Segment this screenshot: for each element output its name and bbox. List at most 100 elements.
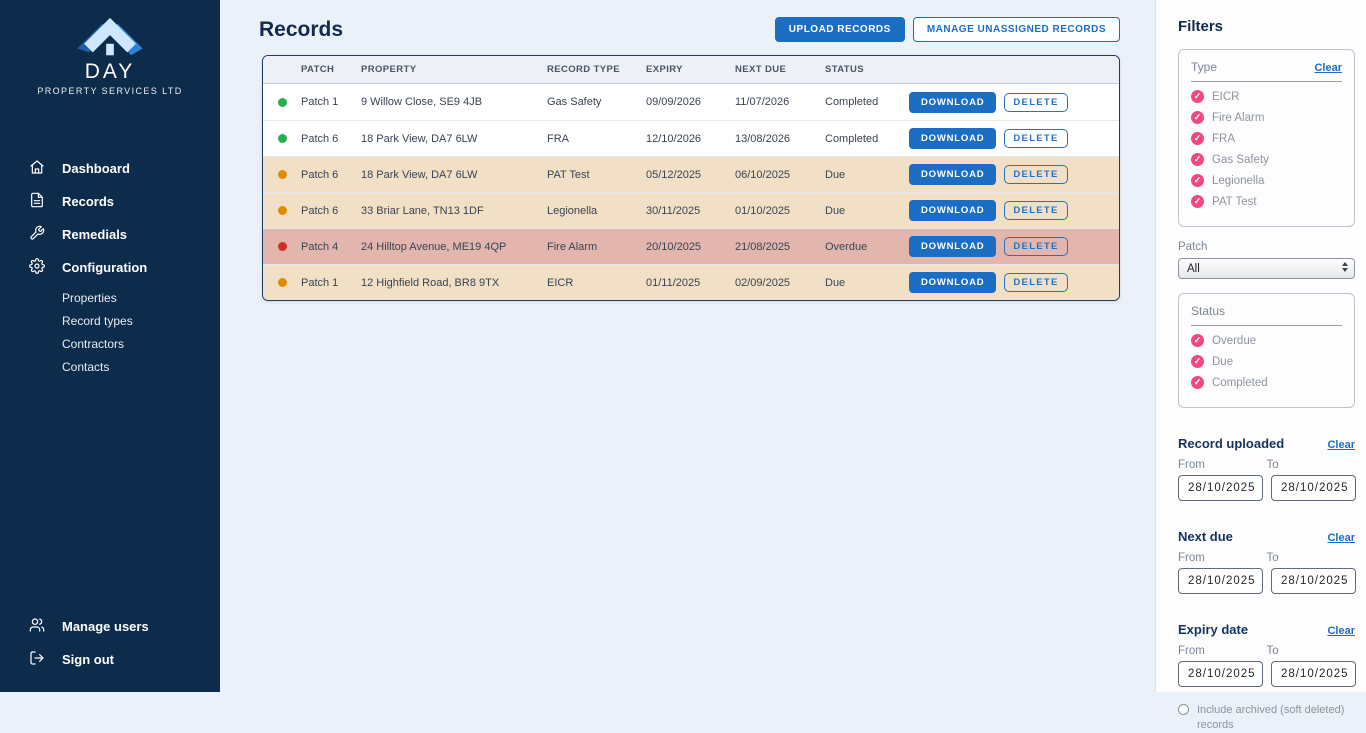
type-option-pat-test[interactable]: PAT Test xyxy=(1191,195,1342,208)
delete-button[interactable]: DELETE xyxy=(1004,201,1068,220)
checkbox-label: PAT Test xyxy=(1212,195,1257,208)
type-option-gas-safety[interactable]: Gas Safety xyxy=(1191,153,1342,166)
type-option-fra[interactable]: FRA xyxy=(1191,132,1342,145)
sidebar-item-manage-users[interactable]: Manage users xyxy=(0,610,220,643)
sidebar-item-records[interactable]: Records xyxy=(0,185,220,218)
delete-button[interactable]: DELETE xyxy=(1004,165,1068,184)
status-option-due[interactable]: Due xyxy=(1191,355,1342,368)
house-logo-icon xyxy=(0,14,220,62)
sidebar-nav: Dashboard Records gear-icon Remedials Co… xyxy=(0,152,220,378)
download-button[interactable]: DOWNLOAD xyxy=(909,128,997,149)
expiry-date-from-input[interactable] xyxy=(1178,661,1263,687)
checkbox-icon[interactable] xyxy=(1191,355,1204,368)
download-button[interactable]: DOWNLOAD xyxy=(909,272,997,293)
cell-actions: DOWNLOAD DELETE xyxy=(904,200,1119,221)
sidebar-item-dashboard[interactable]: Dashboard xyxy=(0,152,220,185)
checkbox-icon[interactable] xyxy=(1191,153,1204,166)
next-due-fromto-labels: From To xyxy=(1178,552,1355,564)
expiry-date-filter-header: Expiry date Clear xyxy=(1178,622,1355,637)
download-button[interactable]: DOWNLOAD xyxy=(909,236,997,257)
checkbox-label: Overdue xyxy=(1212,334,1257,347)
expiry-date-fromto-labels: From To xyxy=(1178,645,1355,657)
cell-next-due: 21/08/2025 xyxy=(735,240,791,253)
to-label: To xyxy=(1266,459,1279,471)
left-sidebar: DAY PROPERTY SERVICES LTD Dashboard Reco… xyxy=(0,0,220,692)
checkbox-icon[interactable] xyxy=(1191,195,1204,208)
checkbox-label: Due xyxy=(1212,355,1234,368)
sidebar-item-contractors[interactable]: Contractors xyxy=(62,332,220,355)
cell-record-type: FRA xyxy=(547,132,569,145)
subnav-label: Record types xyxy=(62,313,133,328)
type-option-legionella[interactable]: Legionella xyxy=(1191,174,1342,187)
cell-status: Due xyxy=(825,204,846,217)
sidebar-item-configuration[interactable]: Configuration xyxy=(0,251,220,284)
patch-filter: Patch All xyxy=(1178,241,1355,279)
status-dot xyxy=(277,206,287,215)
sidebar-item-record-types[interactable]: Record types xyxy=(62,309,220,332)
download-button[interactable]: DOWNLOAD xyxy=(909,200,997,221)
record-uploaded-date-inputs xyxy=(1178,475,1356,501)
column-header-expiry: EXPIRY xyxy=(646,64,683,75)
type-option-fire-alarm[interactable]: Fire Alarm xyxy=(1191,111,1342,124)
company-logo: DAY PROPERTY SERVICES LTD xyxy=(0,0,220,96)
brand-name: DAY xyxy=(84,60,136,83)
cell-expiry: 12/10/2026 xyxy=(646,132,702,145)
download-button[interactable]: DOWNLOAD xyxy=(909,91,997,113)
sidebar-item-sign-out[interactable]: Sign out xyxy=(0,643,220,676)
status-option-overdue[interactable]: Overdue xyxy=(1191,334,1342,347)
next-due-clear-link[interactable]: Clear xyxy=(1327,532,1355,544)
cell-status: Due xyxy=(825,168,846,181)
checkbox-icon[interactable] xyxy=(1191,111,1204,124)
delete-button[interactable]: DELETE xyxy=(1004,92,1068,112)
cell-actions: DOWNLOAD DELETE xyxy=(904,164,1119,185)
next-due-date-inputs xyxy=(1178,568,1356,594)
checkbox-icon[interactable] xyxy=(1178,704,1189,715)
home-icon xyxy=(29,159,45,178)
type-clear-link[interactable]: Clear xyxy=(1314,62,1342,74)
record-uploaded-from-input[interactable] xyxy=(1178,475,1263,501)
table-row: Patch 6 33 Briar Lane, TN13 1DF Legionel… xyxy=(263,192,1119,228)
expiry-date-to-input[interactable] xyxy=(1271,661,1356,687)
include-archived-checkbox-row[interactable]: Include archived (soft deleted) records xyxy=(1178,703,1355,733)
checkbox-label: EICR xyxy=(1212,90,1240,103)
select-spinner-icon xyxy=(1342,262,1348,272)
status-dot xyxy=(277,170,287,179)
checkbox-icon[interactable] xyxy=(1191,376,1204,389)
sidebar-item-contacts[interactable]: Contacts xyxy=(62,355,220,378)
checkbox-icon[interactable] xyxy=(1191,90,1204,103)
sidebar-item-remedials[interactable]: gear-icon Remedials xyxy=(0,218,220,251)
status-dot xyxy=(277,134,287,143)
record-uploaded-to-input[interactable] xyxy=(1271,475,1356,501)
configuration-subnav: Properties Record types Contractors Cont… xyxy=(0,286,220,378)
download-button[interactable]: DOWNLOAD xyxy=(909,164,997,185)
status-option-completed[interactable]: Completed xyxy=(1191,376,1342,389)
record-uploaded-clear-link[interactable]: Clear xyxy=(1327,439,1355,451)
checkbox-icon[interactable] xyxy=(1191,174,1204,187)
cell-status: Overdue xyxy=(825,240,868,253)
next-due-to-input[interactable] xyxy=(1271,568,1356,594)
next-due-from-input[interactable] xyxy=(1178,568,1263,594)
cell-expiry: 20/10/2025 xyxy=(646,240,702,253)
records-table: PATCH PROPERTY RECORD TYPE EXPIRY NEXT D… xyxy=(262,55,1120,301)
filters-title: Filters xyxy=(1178,18,1224,35)
sidebar-item-label: Dashboard xyxy=(62,161,130,176)
checkbox-icon[interactable] xyxy=(1191,132,1204,145)
delete-button[interactable]: DELETE xyxy=(1004,237,1068,256)
sidebar-bottom: Manage users Sign out xyxy=(0,610,220,676)
upload-records-button[interactable]: UPLOAD RECORDS xyxy=(774,17,905,42)
next-due-filter-header: Next due Clear xyxy=(1178,529,1355,544)
status-dot xyxy=(277,278,287,287)
cell-patch: Patch 1 xyxy=(301,276,339,289)
brand-subtitle: PROPERTY SERVICES LTD xyxy=(37,86,183,96)
delete-button[interactable]: DELETE xyxy=(1004,129,1068,148)
delete-button[interactable]: DELETE xyxy=(1004,273,1068,292)
cell-next-due: 02/09/2025 xyxy=(735,276,791,289)
sidebar-item-properties[interactable]: Properties xyxy=(62,286,220,309)
record-uploaded-filter-header: Record uploaded Clear xyxy=(1178,436,1355,451)
type-option-eicr[interactable]: EICR xyxy=(1191,90,1342,103)
expiry-date-clear-link[interactable]: Clear xyxy=(1327,625,1355,637)
checkbox-icon[interactable] xyxy=(1191,334,1204,347)
patch-select[interactable]: All xyxy=(1178,258,1355,279)
manage-unassigned-records-button[interactable]: MANAGE UNASSIGNED RECORDS xyxy=(912,17,1120,42)
status-dot xyxy=(277,242,287,251)
